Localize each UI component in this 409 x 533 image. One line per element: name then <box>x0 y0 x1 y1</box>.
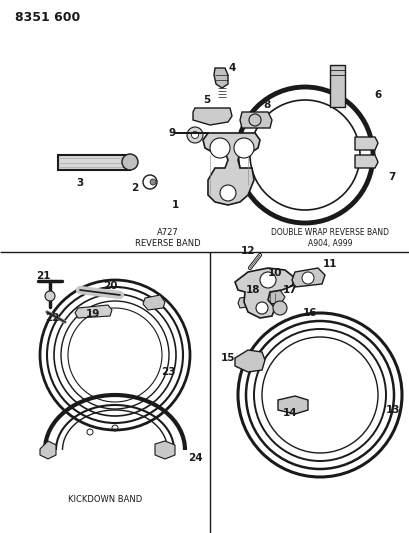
Circle shape <box>259 272 275 288</box>
Text: 12: 12 <box>240 246 255 256</box>
Circle shape <box>301 272 313 284</box>
Text: 17: 17 <box>282 285 297 295</box>
Circle shape <box>45 291 55 301</box>
Text: 24: 24 <box>187 453 202 463</box>
Text: 5: 5 <box>203 95 210 105</box>
Circle shape <box>122 154 138 170</box>
Polygon shape <box>175 133 259 205</box>
Text: KICKDOWN BAND: KICKDOWN BAND <box>68 496 142 505</box>
Polygon shape <box>239 112 271 128</box>
Polygon shape <box>234 350 264 372</box>
Circle shape <box>272 301 286 315</box>
Text: 20: 20 <box>103 281 117 291</box>
Polygon shape <box>277 396 307 414</box>
Polygon shape <box>40 441 56 459</box>
Text: 8351 600: 8351 600 <box>15 11 80 23</box>
Circle shape <box>220 185 236 201</box>
Circle shape <box>209 138 229 158</box>
Text: 4: 4 <box>228 63 235 73</box>
Text: 15: 15 <box>220 353 235 363</box>
Circle shape <box>150 179 155 185</box>
Circle shape <box>187 127 202 143</box>
Text: 2: 2 <box>131 183 138 193</box>
Circle shape <box>234 138 254 158</box>
Text: 11: 11 <box>322 259 337 269</box>
Text: 14: 14 <box>282 408 297 418</box>
Text: 21: 21 <box>36 271 50 281</box>
Polygon shape <box>291 268 324 287</box>
Text: 3: 3 <box>76 178 83 188</box>
Polygon shape <box>213 68 227 88</box>
Text: A727
REVERSE BAND: A727 REVERSE BAND <box>135 228 200 248</box>
Text: 1: 1 <box>171 200 178 210</box>
Polygon shape <box>261 290 284 305</box>
Polygon shape <box>329 65 344 107</box>
Text: 9: 9 <box>168 128 175 138</box>
Text: 13: 13 <box>385 405 399 415</box>
Text: 16: 16 <box>302 308 317 318</box>
Text: 18: 18 <box>245 285 260 295</box>
Polygon shape <box>58 155 130 170</box>
Text: 8: 8 <box>263 100 270 110</box>
Polygon shape <box>143 295 164 310</box>
Polygon shape <box>354 137 377 150</box>
Polygon shape <box>75 305 112 318</box>
Text: 10: 10 <box>267 268 281 278</box>
Text: 23: 23 <box>160 367 175 377</box>
Polygon shape <box>234 268 294 318</box>
Text: 6: 6 <box>373 90 381 100</box>
Polygon shape <box>193 108 231 125</box>
Circle shape <box>143 175 157 189</box>
Polygon shape <box>155 441 175 459</box>
Text: DOUBLE WRAP REVERSE BAND
A904, A999: DOUBLE WRAP REVERSE BAND A904, A999 <box>270 228 388 248</box>
Polygon shape <box>354 155 377 168</box>
Text: 7: 7 <box>387 172 395 182</box>
Text: 22: 22 <box>45 313 59 323</box>
Polygon shape <box>237 295 261 308</box>
Circle shape <box>191 132 198 139</box>
Circle shape <box>255 302 267 314</box>
Text: 19: 19 <box>85 309 100 319</box>
